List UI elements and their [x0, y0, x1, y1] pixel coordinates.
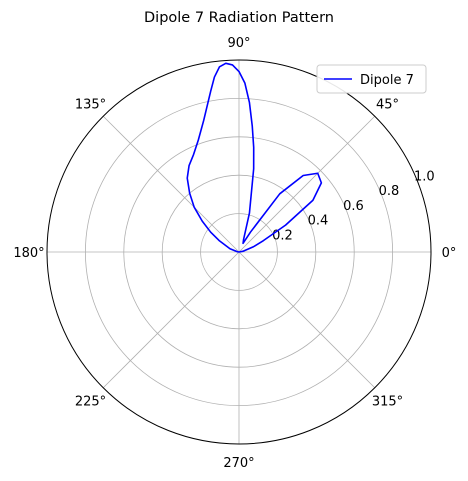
- angle-tick-label: 0°: [442, 246, 457, 261]
- angle-tick-label: 45°: [376, 98, 399, 113]
- polar-grid: [47, 60, 431, 444]
- radial-tick-labels: 0.2 0.4 0.6 0.8 1.0: [272, 170, 435, 244]
- legend-label-dipole-7: Dipole 7: [360, 73, 414, 88]
- chart-title: Dipole 7 Radiation Pattern: [144, 10, 334, 26]
- angle-tick-label: 225°: [75, 394, 106, 409]
- series-layer: [186, 62, 323, 253]
- angular-gridline: [102, 115, 240, 253]
- radial-tick-label: 1.0: [414, 170, 435, 185]
- angle-tick-label: 135°: [75, 98, 106, 113]
- series-line-dipole-7: [186, 62, 323, 253]
- legend-frame: [316, 64, 427, 94]
- radial-tick-label: 0.8: [379, 184, 400, 199]
- angular-gridline: [238, 115, 376, 253]
- radial-tick-label: 0.6: [343, 199, 364, 214]
- polar-frame: [46, 59, 432, 445]
- radial-tick-label: 0.2: [272, 228, 293, 243]
- angle-tick-labels: 0° 45° 90° 135° 180° 225° 270° 315°: [13, 36, 456, 471]
- angle-tick-label: 315°: [372, 394, 403, 409]
- radial-tick-label: 0.4: [308, 214, 329, 229]
- angular-gridline: [102, 251, 240, 389]
- angular-gridline: [238, 251, 376, 389]
- angle-tick-label: 270°: [223, 456, 254, 471]
- angle-tick-label: 90°: [227, 36, 250, 51]
- legend: Dipole 7: [316, 64, 427, 94]
- angle-tick-label: 180°: [13, 246, 44, 261]
